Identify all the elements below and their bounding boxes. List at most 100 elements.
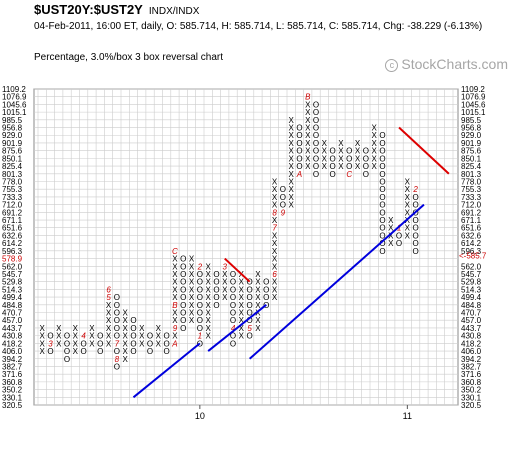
month-marker: 7 (272, 224, 277, 233)
x-mark: X (288, 154, 294, 163)
y-axis-label-right: 825.4 (461, 162, 482, 171)
x-mark: X (371, 147, 377, 156)
x-mark: X (239, 324, 245, 333)
y-axis-label-right: 929.0 (461, 131, 482, 140)
o-mark: O (180, 324, 186, 333)
x-mark: X (73, 339, 79, 348)
o-mark: O (47, 347, 53, 356)
x-mark: X (205, 285, 211, 294)
y-axis-label-right: 956.8 (461, 124, 482, 133)
o-mark: O (197, 293, 203, 302)
x-mark: X (239, 332, 245, 341)
x-axis-label: 11 (403, 411, 412, 421)
o-mark: O (363, 162, 369, 171)
o-mark: O (130, 332, 136, 341)
o-mark: O (114, 316, 120, 325)
x-mark: X (189, 262, 195, 271)
y-axis-label-left: 825.4 (2, 162, 23, 171)
x-mark: X (106, 339, 112, 348)
o-mark: O (346, 162, 352, 171)
y-axis-label-left: 901.9 (2, 139, 23, 148)
resistance-trend-line (398, 126, 450, 175)
o-mark: O (180, 278, 186, 287)
x-mark: X (355, 154, 361, 163)
o-mark: O (247, 301, 253, 310)
o-mark: O (180, 309, 186, 318)
y-axis-label-right: 850.1 (461, 154, 482, 163)
x-mark: X (272, 216, 278, 225)
month-marker: 9 (281, 208, 286, 217)
y-axis-label-left: 596.3 (2, 247, 23, 256)
x-mark: X (388, 224, 394, 233)
o-mark: O (313, 139, 319, 148)
x-mark: X (89, 332, 95, 341)
o-mark: O (379, 139, 385, 148)
o-mark: O (230, 301, 236, 310)
y-axis-label-right: 671.1 (461, 216, 482, 225)
x-mark: X (189, 316, 195, 325)
o-mark: O (280, 193, 286, 202)
y-axis-label-right: 596.3 (461, 247, 482, 256)
x-mark: X (322, 139, 328, 148)
x-mark: X (139, 324, 145, 333)
o-mark: O (130, 324, 136, 333)
x-mark: X (338, 154, 344, 163)
resistance-trend-line (224, 257, 251, 283)
x-mark: X (73, 347, 79, 356)
o-mark: O (313, 124, 319, 133)
o-mark: O (296, 124, 302, 133)
x-mark: X (56, 339, 62, 348)
x-mark: X (272, 262, 278, 271)
month-marker: 1 (397, 224, 401, 233)
y-axis-label-left: 360.8 (2, 378, 23, 387)
y-axis-label-left: 562.0 (2, 262, 23, 271)
y-axis-label-left: 801.3 (2, 170, 23, 179)
x-mark: X (355, 139, 361, 148)
x-mark: X (338, 139, 344, 148)
month-marker: 1 (198, 332, 202, 341)
y-axis-label-right: 778.0 (461, 177, 482, 186)
o-mark: O (413, 193, 419, 202)
watermark-text: StockCharts.com (401, 56, 508, 72)
o-mark: O (379, 208, 385, 217)
y-axis-label-left: 371.6 (2, 370, 23, 379)
y-axis-label-left: 712.0 (2, 201, 23, 210)
x-mark: X (371, 139, 377, 148)
x-mark: X (89, 339, 95, 348)
o-mark: O (180, 270, 186, 279)
o-mark: O (213, 293, 219, 302)
o-mark: O (97, 347, 103, 356)
x-mark: X (405, 231, 411, 240)
x-mark: X (106, 332, 112, 341)
chart-symbol: $UST20Y:$UST2Y INDX/INDX (34, 2, 199, 17)
o-mark: O (230, 270, 236, 279)
x-mark: X (322, 162, 328, 171)
symbol-text: $UST20Y:$UST2Y (34, 2, 143, 17)
o-mark: O (296, 131, 302, 140)
o-mark: O (313, 154, 319, 163)
x-mark: X (156, 339, 162, 348)
o-mark: O (313, 131, 319, 140)
y-axis-label-right: 755.3 (461, 185, 482, 194)
o-mark: O (164, 339, 170, 348)
x-mark: X (305, 139, 311, 148)
month-marker: 8 (272, 208, 277, 217)
x-mark: X (405, 193, 411, 202)
x-mark: X (388, 216, 394, 225)
x-mark: X (205, 332, 211, 341)
x-mark: X (139, 339, 145, 348)
y-axis-label-right: 529.8 (461, 278, 482, 287)
x-mark: X (122, 324, 128, 333)
o-mark: O (313, 162, 319, 171)
y-axis-label-right: 514.3 (461, 285, 482, 294)
y-axis-label-left: 632.6 (2, 231, 23, 240)
y-axis-label-right: 484.8 (461, 301, 482, 310)
y-axis-label-right: 430.8 (461, 332, 482, 341)
month-marker: C (346, 170, 352, 179)
y-axis-label-right: 499.4 (461, 293, 482, 302)
o-mark: O (197, 316, 203, 325)
x-mark: X (239, 309, 245, 318)
y-axis-label-left: 350.2 (2, 386, 23, 395)
x-mark: X (122, 316, 128, 325)
x-mark: X (39, 347, 45, 356)
